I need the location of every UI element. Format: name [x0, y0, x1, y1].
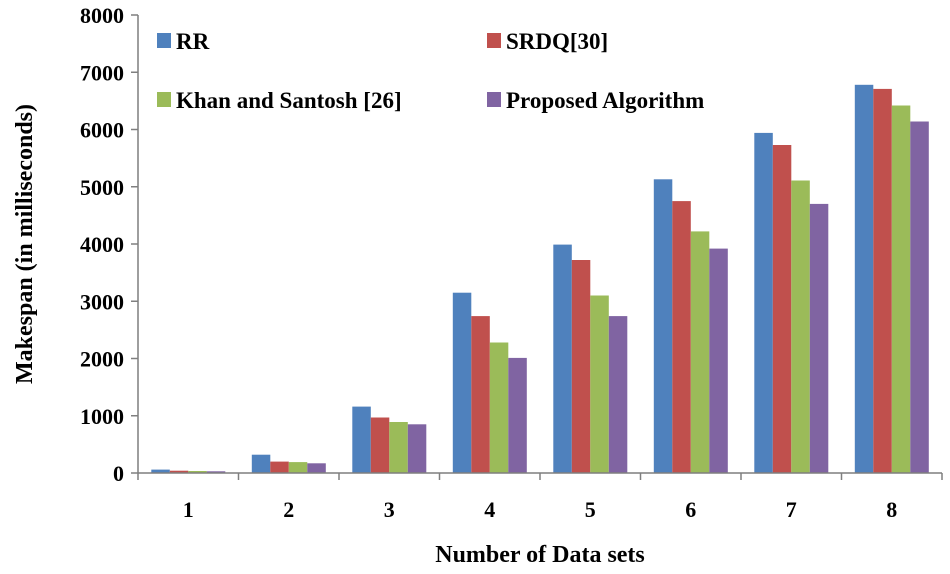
bar-khan-and-santosh-26-3 — [389, 422, 408, 473]
bar-srdq-30-6 — [672, 201, 691, 473]
bar-proposed-algorithm-5 — [608, 316, 628, 473]
bar-proposed-algorithm-7 — [809, 203, 829, 473]
y-ticks: 0 1000 2000 3000 4000 5000 6000 7000 8000 — [80, 3, 138, 486]
x-tick-label: 2 — [283, 497, 294, 522]
bar-rr-8 — [854, 84, 874, 474]
bars-layer — [151, 84, 929, 474]
legend-label: RR — [176, 29, 210, 54]
y-tick-label: 4000 — [80, 232, 124, 257]
x-tick-label: 8 — [886, 497, 897, 522]
bar-srdq-30-2 — [270, 461, 289, 473]
y-axis-title: Makespan (in milliseconds) — [12, 104, 38, 384]
bar-proposed-algorithm-6 — [709, 248, 728, 473]
bar-proposed-algorithm-4 — [508, 357, 527, 473]
x-tick-label: 3 — [384, 497, 395, 522]
y-tick-label: 0 — [113, 461, 124, 486]
y-tick-label: 2000 — [80, 347, 124, 372]
x-tick-label: 5 — [585, 497, 596, 522]
bar-proposed-algorithm-3 — [407, 424, 427, 473]
x-tick-label: 7 — [786, 497, 797, 522]
legend-label: Khan and Santosh [26] — [176, 88, 402, 113]
bar-proposed-algorithm-2 — [307, 463, 326, 473]
x-axis-title: Number of Data sets — [435, 542, 645, 568]
x-tick-label: 1 — [183, 497, 194, 522]
bar-srdq-30-1 — [169, 470, 189, 473]
bar-khan-and-santosh-26-1 — [188, 471, 207, 473]
bar-rr-1 — [151, 469, 170, 473]
bar-rr-5 — [553, 244, 572, 473]
bar-srdq-30-7 — [772, 145, 792, 473]
y-tick-label: 6000 — [80, 118, 124, 143]
bar-rr-6 — [653, 179, 673, 474]
bar-khan-and-santosh-26-2 — [288, 462, 308, 473]
legend: RR SRDQ[30] Khan and Santosh [26] Proposed … — [157, 29, 704, 113]
legend-swatch — [157, 33, 171, 48]
y-tick-label: 8000 — [80, 3, 124, 28]
legend-label: SRDQ[30] — [506, 29, 608, 54]
bar-rr-2 — [251, 454, 271, 473]
legend-swatch — [487, 33, 501, 48]
y-tick-label: 1000 — [80, 404, 124, 429]
legend-swatch — [157, 92, 171, 107]
legend-swatch — [487, 92, 501, 107]
y-tick-label: 7000 — [80, 60, 124, 85]
bar-khan-and-santosh-26-8 — [891, 105, 911, 473]
x-tick-label: 6 — [685, 497, 696, 522]
bar-rr-4 — [452, 292, 472, 473]
bar-srdq-30-8 — [873, 88, 892, 474]
bar-khan-and-santosh-26-5 — [590, 295, 609, 473]
bar-srdq-30-5 — [571, 260, 591, 473]
bar-proposed-algorithm-1 — [206, 471, 226, 473]
bar-khan-and-santosh-26-6 — [690, 231, 710, 473]
x-tick-label: 4 — [484, 497, 495, 522]
y-tick-label: 3000 — [80, 289, 124, 314]
bar-khan-and-santosh-26-7 — [791, 180, 810, 473]
legend-label: Proposed Algorithm — [506, 88, 704, 113]
y-tick-label: 5000 — [80, 175, 124, 200]
bar-srdq-30-3 — [370, 417, 390, 473]
x-ticks: 1 2 3 4 5 6 7 8 — [137, 473, 943, 522]
bar-rr-3 — [352, 406, 371, 473]
bar-srdq-30-4 — [471, 316, 490, 473]
bar-proposed-algorithm-8 — [910, 121, 929, 473]
bar-khan-and-santosh-26-4 — [489, 342, 509, 473]
bar-rr-7 — [754, 132, 773, 473]
